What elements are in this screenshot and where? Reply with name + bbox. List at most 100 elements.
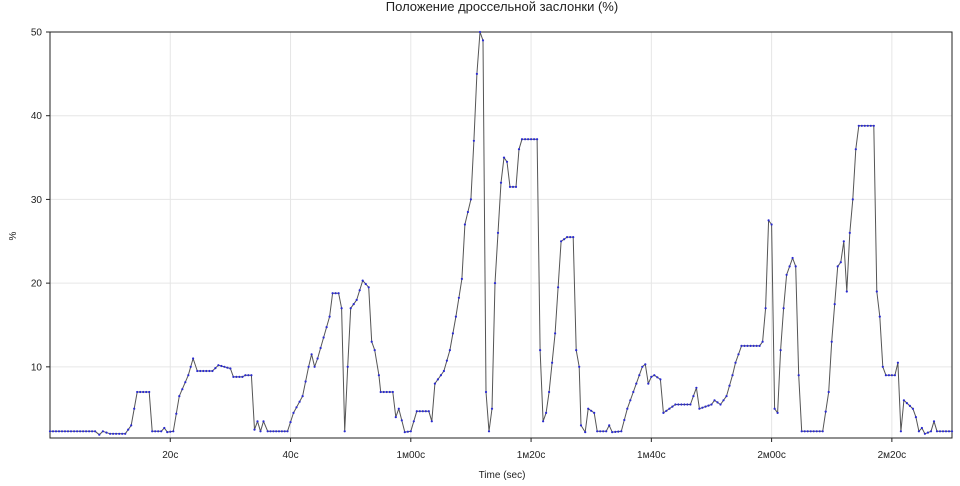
data-point [346, 365, 349, 368]
data-point [277, 430, 281, 433]
data-point [902, 399, 906, 402]
data-point [211, 369, 214, 373]
data-point [481, 39, 485, 42]
data-point [484, 390, 488, 394]
data-point [827, 390, 830, 394]
data-point [232, 375, 235, 378]
data-point [442, 369, 445, 373]
y-tick-label: 20 [31, 279, 43, 290]
data-point [310, 353, 313, 356]
data-point [782, 307, 785, 310]
data-point [686, 403, 689, 406]
data-point [181, 388, 184, 391]
data-point [148, 390, 151, 394]
data-point [169, 430, 172, 433]
data-point [205, 369, 208, 373]
data-point [343, 430, 346, 433]
data-point [698, 407, 701, 410]
data-point [935, 430, 939, 433]
data-point [508, 185, 512, 188]
data-point [578, 365, 581, 368]
data-point [412, 420, 415, 423]
data-point [632, 390, 635, 394]
data-point [445, 359, 448, 362]
data-point [196, 369, 199, 373]
data-point [689, 403, 692, 406]
data-point [536, 138, 539, 141]
data-point [608, 424, 611, 427]
data-point [60, 430, 64, 433]
data-point [448, 349, 451, 352]
data-point [439, 374, 442, 377]
data-point [692, 395, 695, 398]
data-point [860, 124, 863, 127]
data-point [854, 148, 857, 151]
data-point [154, 430, 157, 433]
data-point [189, 365, 192, 368]
data-point [272, 430, 275, 433]
y-axis-label: % [8, 231, 19, 240]
data-point [734, 361, 737, 364]
data-point [172, 430, 175, 433]
data-point [941, 430, 945, 433]
data-point [292, 411, 295, 414]
data-point [424, 410, 427, 413]
data-point [121, 432, 124, 435]
data-point [352, 303, 355, 306]
data-point [115, 432, 118, 435]
data-point [722, 399, 725, 402]
data-point [54, 430, 58, 433]
data-point [665, 409, 668, 412]
data-point [511, 185, 515, 188]
data-point [463, 223, 466, 226]
data-point [502, 156, 506, 159]
data-point [641, 365, 644, 368]
data-point [896, 361, 900, 364]
data-point [845, 290, 848, 293]
data-point [256, 420, 259, 423]
data-point [331, 292, 334, 295]
x-tick-label: 1м40с [637, 450, 666, 461]
x-axis-label: Time (sec) [479, 470, 526, 481]
data-point [73, 430, 76, 433]
data-point [505, 160, 509, 163]
data-point [241, 375, 244, 378]
data-point [63, 430, 67, 433]
data-point [764, 307, 767, 310]
data-point [923, 432, 927, 435]
data-point [76, 430, 79, 433]
data-point [605, 430, 608, 433]
x-tick-label: 2м20с [878, 450, 907, 461]
x-tick-label: 40с [282, 450, 298, 461]
data-point [704, 405, 707, 408]
data-point [584, 431, 587, 434]
data-point [773, 407, 776, 410]
data-point [707, 404, 710, 407]
data-point [406, 430, 409, 433]
data-point [151, 430, 154, 433]
data-point [638, 374, 641, 377]
data-point [66, 430, 70, 433]
data-point [457, 296, 460, 299]
data-point [947, 430, 951, 433]
data-point [833, 303, 836, 306]
data-point [57, 430, 61, 433]
data-point [788, 265, 791, 268]
data-point [806, 430, 809, 433]
data-point [394, 416, 397, 419]
data-point [490, 407, 494, 410]
data-point [202, 369, 205, 373]
data-point [875, 290, 878, 293]
data-point [325, 326, 328, 329]
data-point [364, 282, 367, 286]
data-point [275, 430, 278, 433]
data-point [731, 374, 734, 377]
data-point [370, 340, 373, 343]
data-point [340, 307, 343, 310]
data-point [752, 344, 755, 347]
data-point [427, 410, 430, 413]
data-point [674, 403, 677, 406]
data-point [355, 298, 358, 301]
